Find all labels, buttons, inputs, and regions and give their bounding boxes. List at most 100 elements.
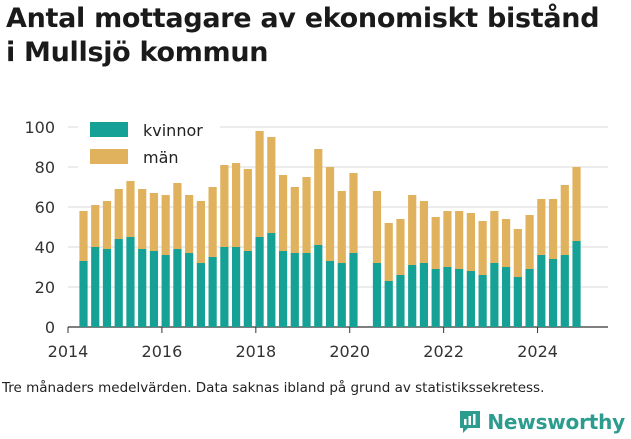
- bar-man: [443, 211, 452, 267]
- bar-man: [149, 193, 159, 251]
- bar-kvinnor: [537, 255, 546, 327]
- y-tick-label: 80: [35, 158, 55, 177]
- bar-man: [384, 223, 393, 281]
- bar-man: [560, 185, 569, 255]
- bar-man: [502, 219, 511, 267]
- y-tick-label: 0: [45, 318, 55, 337]
- newsworthy-logo-text: Newsworthy: [487, 410, 625, 434]
- legend-swatch-kvinnor: [90, 122, 128, 137]
- bar-man: [314, 149, 323, 245]
- x-tick-label: 2014: [48, 342, 89, 361]
- bar-man: [490, 211, 499, 263]
- bar-kvinnor: [255, 237, 264, 327]
- bar-kvinnor: [302, 253, 311, 327]
- bar-man: [572, 167, 581, 241]
- bar-kvinnor: [572, 241, 581, 327]
- bar-kvinnor: [278, 251, 288, 327]
- bar-kvinnor: [79, 261, 88, 327]
- bar-man: [513, 229, 522, 277]
- bar-man: [525, 215, 534, 269]
- bar-kvinnor: [126, 237, 135, 327]
- newsworthy-logo: Newsworthy: [458, 409, 625, 435]
- bar-man: [349, 173, 358, 253]
- bar-man: [102, 201, 112, 249]
- bar-kvinnor: [419, 263, 429, 327]
- legend-label-man: män: [143, 148, 179, 167]
- bar-man: [372, 191, 382, 263]
- y-tick-label: 40: [35, 238, 55, 257]
- stacked-bar-chart: 0 20 40 60 80 100 2014 2016 2018 2020 2022 2024 kvin…: [24, 118, 608, 361]
- bar-kvinnor: [161, 255, 170, 327]
- bar-man: [302, 177, 311, 253]
- bar-man: [290, 187, 299, 253]
- bar-man: [419, 201, 429, 263]
- bar-man: [255, 131, 264, 237]
- bar-man: [91, 205, 100, 247]
- bar-kvinnor: [396, 275, 405, 327]
- bar-kvinnor: [455, 269, 464, 327]
- bar-kvinnor: [337, 263, 346, 327]
- bar-man: [466, 213, 475, 271]
- bar-kvinnor: [490, 263, 499, 327]
- bar-man: [408, 195, 417, 265]
- bar-man: [220, 165, 229, 247]
- bar-kvinnor: [384, 281, 393, 327]
- bar-man: [161, 195, 170, 255]
- legend-label-kvinnor: kvinnor: [143, 121, 203, 140]
- bar-kvinnor: [102, 249, 112, 327]
- bar-man: [196, 201, 205, 263]
- bar-kvinnor: [91, 247, 100, 327]
- bar-kvinnor: [138, 249, 147, 327]
- bar-man: [537, 199, 546, 255]
- bar-kvinnor: [525, 269, 534, 327]
- bar-kvinnor: [208, 257, 217, 327]
- chart-title-line-1: Antal mottagare av ekonomiskt bistånd: [6, 3, 600, 34]
- bar-kvinnor: [560, 255, 569, 327]
- bar-man: [79, 211, 88, 261]
- bar-man: [431, 217, 440, 269]
- bar-man: [138, 189, 147, 249]
- x-tick-label: 2022: [423, 342, 464, 361]
- bar-kvinnor: [149, 251, 159, 327]
- bar-kvinnor: [548, 259, 558, 327]
- bar-kvinnor: [372, 263, 382, 327]
- bar-kvinnor: [267, 233, 276, 327]
- bar-man: [325, 167, 335, 261]
- bar-man: [478, 221, 487, 275]
- bar-man: [455, 211, 464, 269]
- chart-title-line-2: i Mullsjö kommun: [6, 37, 269, 68]
- chart-caption: Tre månaders medelvärden. Data saknas ib…: [2, 380, 545, 396]
- bar-kvinnor: [232, 247, 241, 327]
- bar-kvinnor: [314, 245, 323, 327]
- bar-man: [208, 187, 217, 257]
- legend-swatch-man: [90, 149, 128, 164]
- y-tick-label: 100: [24, 118, 55, 137]
- bar-kvinnor: [502, 267, 511, 327]
- bar-kvinnor: [243, 251, 252, 327]
- bar-man: [243, 169, 252, 251]
- bar-kvinnor: [349, 253, 358, 327]
- bar-kvinnor: [431, 269, 440, 327]
- bar-kvinnor: [173, 249, 182, 327]
- bar-man: [173, 183, 182, 249]
- bar-kvinnor: [220, 247, 229, 327]
- y-tick-label: 60: [35, 198, 55, 217]
- bar-man: [126, 181, 135, 237]
- bar-kvinnor: [185, 253, 194, 327]
- x-tick-label: 2024: [517, 342, 558, 361]
- bar-man: [232, 163, 241, 247]
- bar-man: [185, 195, 194, 253]
- newsworthy-logo-icon: [460, 411, 481, 433]
- chart-title: Antal mottagare av ekonomiskt bistånd i …: [6, 2, 631, 70]
- bar-kvinnor: [408, 265, 417, 327]
- bar-kvinnor: [478, 275, 487, 327]
- bar-kvinnor: [443, 267, 452, 327]
- bar-man: [548, 199, 558, 259]
- x-tick-label: 2020: [329, 342, 370, 361]
- bar-man: [396, 219, 405, 275]
- bar-kvinnor: [290, 253, 299, 327]
- bar-man: [278, 175, 288, 251]
- x-tick-label: 2018: [235, 342, 276, 361]
- bar-kvinnor: [466, 271, 475, 327]
- bar-kvinnor: [196, 263, 205, 327]
